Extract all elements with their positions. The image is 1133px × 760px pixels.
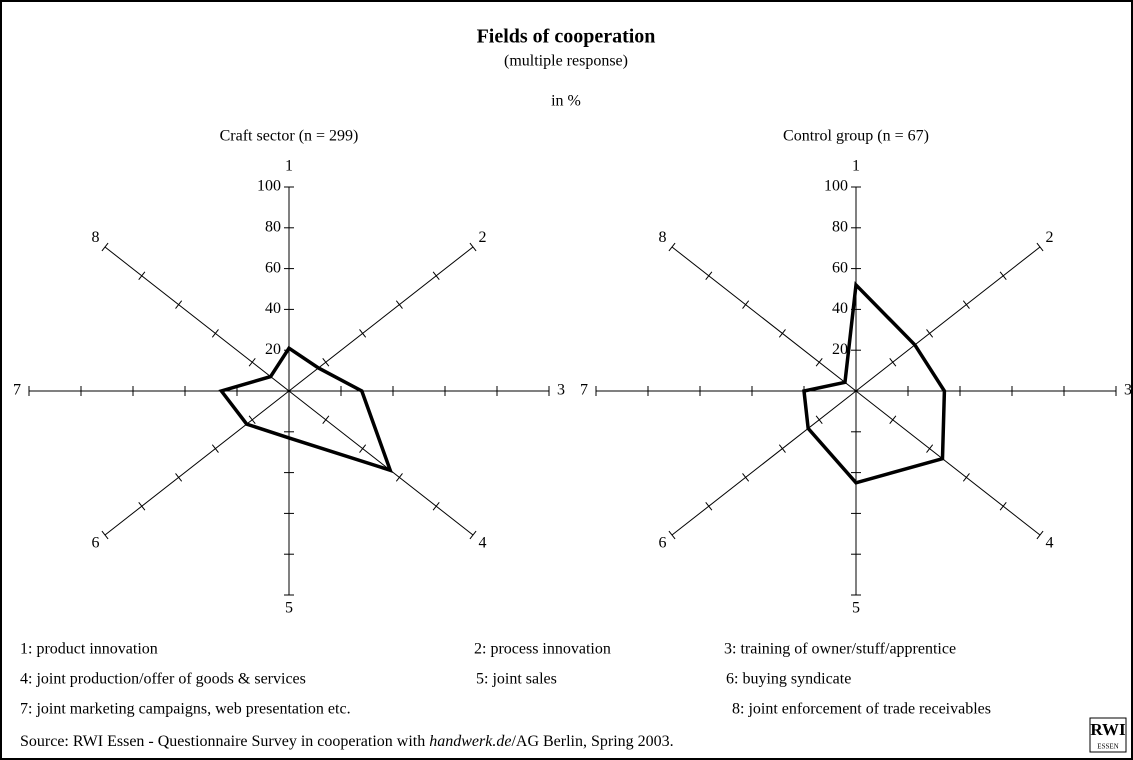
- r-tick-label: 100: [257, 178, 281, 195]
- tick-mark: [962, 300, 970, 309]
- axis-label: 4: [478, 534, 486, 551]
- subtitle: (multiple response): [504, 53, 628, 70]
- legend-item: 1: product innovation: [20, 641, 158, 658]
- tick-mark: [175, 473, 183, 482]
- tick-mark: [742, 300, 750, 309]
- radar-title: Control group (n = 67): [783, 128, 929, 145]
- axis-line: [855, 246, 1041, 392]
- axis-label: 6: [92, 534, 100, 551]
- legend-item: 3: training of owner/stuff/apprentice: [724, 641, 956, 658]
- legend-item: 7: joint marketing campaigns, web presen…: [20, 701, 351, 718]
- axis-label: 2: [1045, 229, 1053, 246]
- tick-mark: [705, 271, 713, 281]
- radar-line: [802, 281, 947, 485]
- tick-mark: [395, 473, 403, 482]
- axis-line: [671, 246, 857, 392]
- axis-label: 6: [659, 534, 667, 551]
- tick-mark: [322, 357, 330, 367]
- source-text: Source: RWI Essen - Questionnaire Survey…: [20, 733, 429, 750]
- tick-mark: [1036, 530, 1044, 540]
- tick-mark: [469, 242, 477, 252]
- tick-mark: [248, 357, 256, 367]
- tick-mark: [742, 473, 750, 482]
- axis-label: 5: [285, 600, 293, 617]
- tick-mark: [1036, 242, 1044, 252]
- tick-mark: [248, 415, 256, 425]
- tick-mark: [815, 415, 823, 425]
- source-text: /AG Berlin, Spring 2003.: [511, 733, 673, 750]
- axis-label: 7: [580, 382, 588, 399]
- source: Source: RWI Essen - Questionnaire Survey…: [20, 733, 674, 750]
- axis-label: 8: [659, 229, 667, 246]
- axis-label: 7: [13, 382, 21, 399]
- axis-label: 8: [92, 229, 100, 246]
- axis-label: 5: [852, 600, 860, 617]
- tick-mark: [889, 357, 897, 367]
- tick-mark: [668, 242, 676, 252]
- axis-line: [104, 246, 290, 392]
- legend-item: 2: process innovation: [474, 641, 611, 658]
- tick-mark: [322, 415, 330, 425]
- axis-line: [671, 390, 857, 536]
- r-tick-label: 100: [824, 178, 848, 195]
- tick-mark: [705, 501, 713, 511]
- r-tick-label: 60: [265, 259, 281, 276]
- tick-mark: [778, 444, 786, 453]
- axis-line: [855, 390, 1041, 536]
- tick-mark: [469, 530, 477, 540]
- tick-mark: [395, 300, 403, 309]
- tick-mark: [432, 501, 440, 511]
- tick-mark: [668, 530, 676, 540]
- tick-mark: [432, 271, 440, 281]
- axis-line: [104, 390, 290, 536]
- tick-mark: [138, 501, 146, 511]
- tick-mark: [211, 329, 219, 338]
- legend-item: 5: joint sales: [476, 671, 557, 688]
- tick-mark: [926, 444, 934, 453]
- logo-place: ESSEN: [1097, 743, 1118, 751]
- r-tick-label: 80: [832, 218, 848, 235]
- tick-mark: [138, 271, 146, 281]
- axis-label: 2: [478, 229, 486, 246]
- tick-mark: [359, 444, 367, 453]
- tick-mark: [101, 530, 109, 540]
- tick-mark: [175, 300, 183, 309]
- r-tick-label: 40: [832, 300, 848, 317]
- r-tick-label: 60: [832, 259, 848, 276]
- radar-line: [218, 345, 394, 473]
- r-tick-label: 80: [265, 218, 281, 235]
- legend-item: 6: buying syndicate: [726, 671, 851, 688]
- axis-label: 3: [557, 382, 565, 399]
- radar-title: Craft sector (n = 299): [220, 128, 359, 145]
- tick-mark: [999, 271, 1007, 281]
- r-tick-label: 20: [265, 341, 281, 358]
- axis-label: 4: [1045, 534, 1053, 551]
- axis-label: 1: [285, 158, 293, 175]
- r-tick-label: 40: [265, 300, 281, 317]
- logo-name: RWI: [1090, 720, 1126, 739]
- tick-mark: [211, 444, 219, 453]
- chart-title: Fields of cooperation: [477, 26, 656, 48]
- tick-mark: [962, 473, 970, 482]
- tick-mark: [889, 415, 897, 425]
- tick-mark: [778, 329, 786, 338]
- tick-mark: [101, 242, 109, 252]
- tick-mark: [999, 501, 1007, 511]
- unit: in %: [551, 93, 581, 110]
- axis-label: 3: [1124, 382, 1132, 399]
- r-tick-label: 20: [832, 341, 848, 358]
- tick-mark: [359, 329, 367, 338]
- source-italic: handwerk.de: [429, 733, 511, 750]
- tick-mark: [815, 357, 823, 367]
- axis-line: [288, 390, 474, 536]
- legend-item: 4: joint production/offer of goods & ser…: [20, 671, 306, 688]
- tick-mark: [926, 329, 934, 338]
- axis-label: 1: [852, 158, 860, 175]
- legend-item: 8: joint enforcement of trade receivable…: [732, 701, 991, 718]
- logo-box: [1089, 717, 1127, 753]
